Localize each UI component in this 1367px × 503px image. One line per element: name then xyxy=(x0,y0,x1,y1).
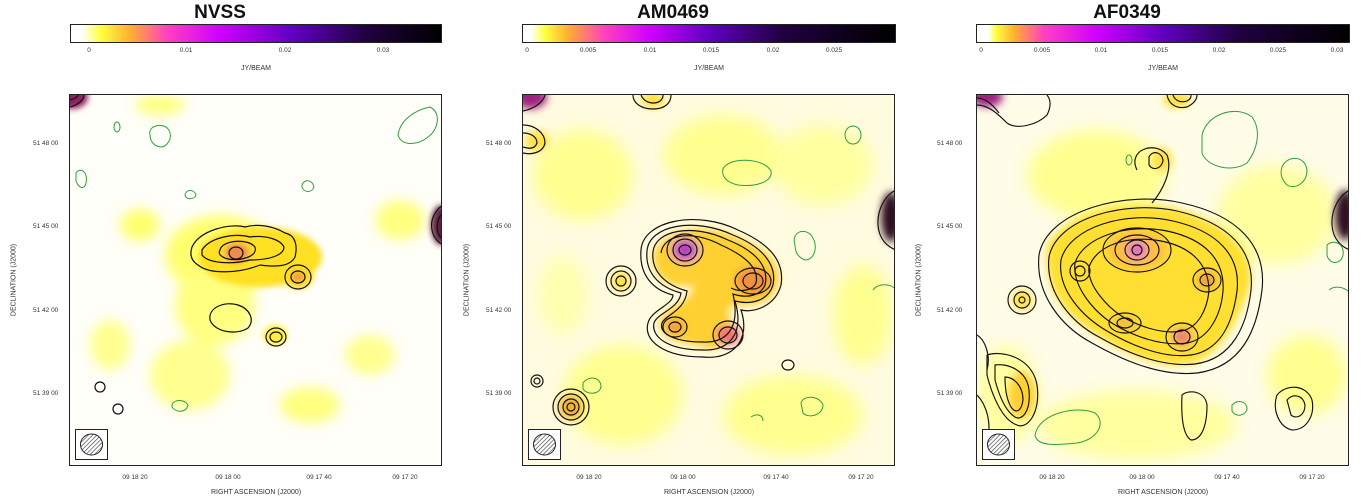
dec-tick: 51 48 00 xyxy=(33,140,59,147)
x-axis-label: RIGHT ASCENSION (J2000) xyxy=(1117,489,1209,496)
ra-tick: 09 18 00 xyxy=(1129,474,1155,481)
y-axis-label: DECLINATION (J2000) xyxy=(915,243,923,317)
colorbar-tick: 0.02 xyxy=(766,47,780,54)
dec-tick: 51 42 00 xyxy=(486,307,512,314)
ra-tick: 09 17 20 xyxy=(1299,474,1325,481)
colorbar-tick: 0.015 xyxy=(702,47,720,54)
colorbar-tick: 0.015 xyxy=(1151,47,1169,54)
dec-tick: 51 48 00 xyxy=(937,140,963,147)
colorbar-tick: 0 xyxy=(525,47,529,54)
beam-box xyxy=(982,429,1015,460)
contour-plot xyxy=(977,95,1348,465)
beam-box xyxy=(528,429,561,460)
ra-tick: 09 17 20 xyxy=(392,474,418,481)
beam-ellipse xyxy=(80,433,103,456)
ra-tick: 09 17 40 xyxy=(1214,474,1240,481)
colorbar xyxy=(70,24,442,43)
colorbar-tick: 0.005 xyxy=(579,47,597,54)
panel-am0469: AM0469 0 0.005 0.01 0.015 0.02 0.025 JY/… xyxy=(453,0,896,503)
beam-box xyxy=(75,429,108,460)
ra-tick: 09 18 00 xyxy=(670,474,696,481)
radio-map xyxy=(69,94,442,466)
beam-ellipse xyxy=(533,433,556,456)
negative-contours xyxy=(1034,110,1348,446)
dec-tick: 51 45 00 xyxy=(486,223,512,230)
colorbar-label: JY/BEAM xyxy=(241,65,271,72)
positive-contours xyxy=(70,95,441,415)
radio-map xyxy=(976,94,1349,466)
contour-plot xyxy=(523,95,894,465)
ra-tick: 09 17 20 xyxy=(848,474,874,481)
ra-tick: 09 18 20 xyxy=(576,474,602,481)
colorbar-tick: 0.025 xyxy=(1269,47,1287,54)
panel-af0349: AF0349 0 0.005 0.01 0.015 0.02 0.025 0.0… xyxy=(907,0,1350,503)
panel-title: AM0469 xyxy=(637,2,709,23)
colorbar-tick: 0.03 xyxy=(1330,47,1344,54)
positive-contours xyxy=(977,95,1348,441)
panel-title: AF0349 xyxy=(1093,2,1161,23)
emission-blobs xyxy=(90,95,425,423)
colorbar-tick: 0 xyxy=(87,47,91,54)
ra-tick: 09 17 40 xyxy=(763,474,789,481)
panel-title: NVSS xyxy=(194,2,246,23)
colorbar-tick: 0.005 xyxy=(1033,47,1051,54)
ra-tick: 09 18 20 xyxy=(1039,474,1065,481)
colorbar xyxy=(976,24,1350,43)
y-axis-label: DECLINATION (J2000) xyxy=(10,243,18,317)
ra-tick: 09 18 00 xyxy=(215,474,241,481)
dec-tick: 51 39 00 xyxy=(486,390,512,397)
dec-tick: 51 45 00 xyxy=(937,223,963,230)
ra-tick: 09 17 40 xyxy=(306,474,332,481)
colorbar-tick: 0.03 xyxy=(376,47,390,54)
colorbar-tick: 0.025 xyxy=(825,47,843,54)
dec-tick: 51 39 00 xyxy=(33,390,59,397)
colorbar-label: JY/BEAM xyxy=(694,65,724,72)
colorbar-tick: 0.01 xyxy=(179,47,193,54)
dec-tick: 51 42 00 xyxy=(33,307,59,314)
colorbar-tick: 0.01 xyxy=(643,47,657,54)
radio-map xyxy=(522,94,895,466)
dec-tick: 51 39 00 xyxy=(937,390,963,397)
negative-contours xyxy=(75,106,438,412)
contour-plot xyxy=(70,95,441,423)
x-axis-label: RIGHT ASCENSION (J2000) xyxy=(210,489,302,496)
ra-tick: 09 18 20 xyxy=(122,474,148,481)
x-axis-label: RIGHT ASCENSION (J2000) xyxy=(663,489,755,496)
dec-tick: 51 45 00 xyxy=(33,223,59,230)
positive-contours xyxy=(523,95,894,426)
panel-nvss: NVSS 0 0.01 0.02 0.03 JY/BEAM xyxy=(0,0,442,503)
y-axis-label: DECLINATION (J2000) xyxy=(463,243,471,317)
colorbar-tick: 0.01 xyxy=(1094,47,1108,54)
dec-tick: 51 42 00 xyxy=(937,307,963,314)
colorbar-tick: 0 xyxy=(979,47,983,54)
dec-tick: 51 48 00 xyxy=(486,140,512,147)
negative-contours xyxy=(582,125,894,422)
colorbar xyxy=(522,24,896,43)
colorbar-label: JY/BEAM xyxy=(1148,65,1178,72)
colorbar-tick: 0.02 xyxy=(278,47,292,54)
colorbar-tick: 0.02 xyxy=(1212,47,1226,54)
beam-ellipse xyxy=(987,433,1010,456)
